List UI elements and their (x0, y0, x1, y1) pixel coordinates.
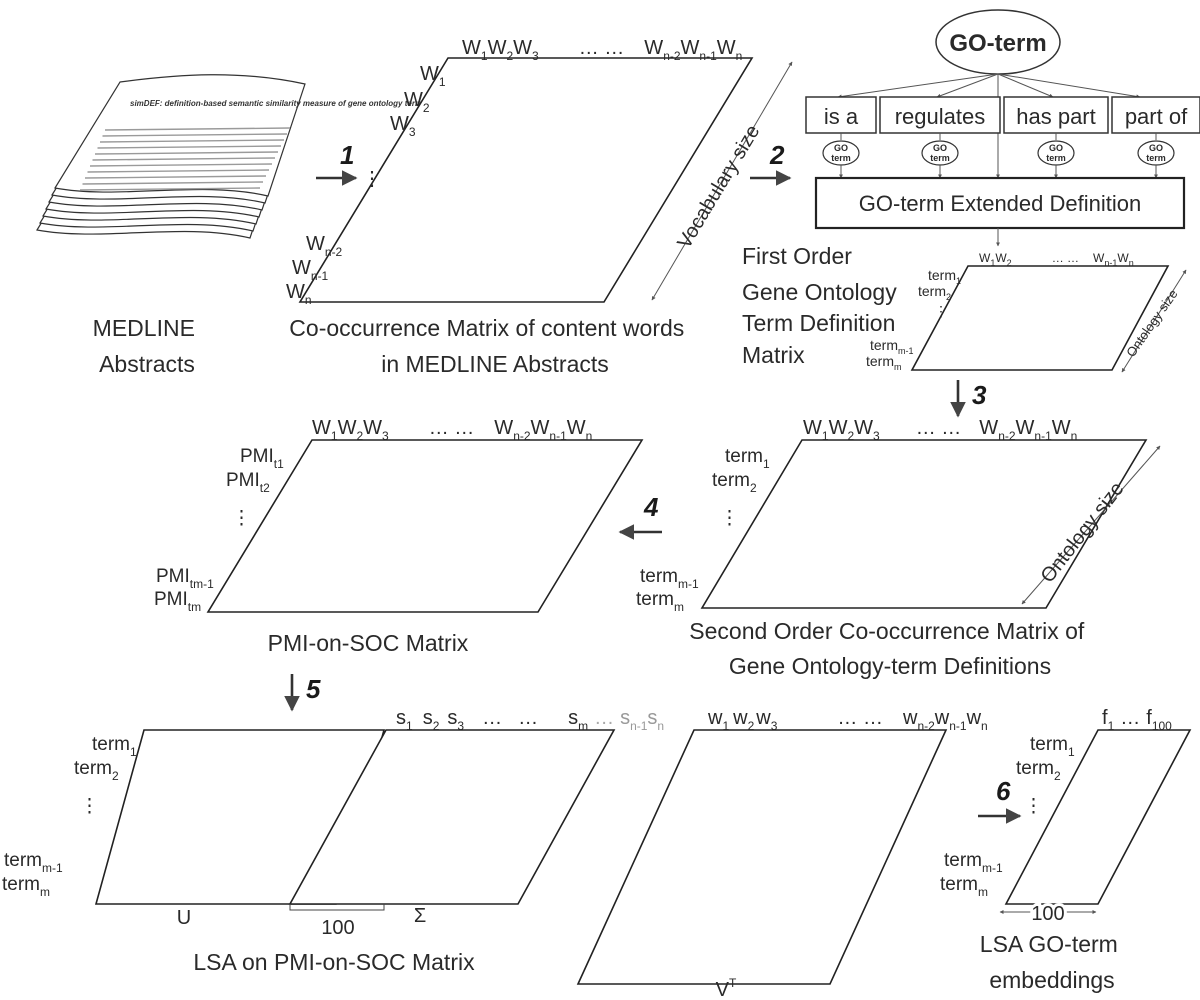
pmi-column-header: W1W2W3… … Wn-2Wn-1Wn (312, 417, 592, 443)
svg-text:1: 1 (340, 140, 354, 170)
matrix-border (288, 729, 616, 905)
cooc-row-labels: W1 W2 W3 ⋮ Wn-2 Wn-1 Wn (286, 63, 451, 307)
sigma-100-bracket (289, 904, 385, 911)
relation-label: has part (1016, 104, 1096, 129)
paper-text-line (104, 127, 291, 131)
extended-definition-box (814, 176, 1186, 230)
relation-box (805, 96, 877, 134)
extended-definition-label: GO-term Extended Definition (859, 191, 1141, 216)
relation-label: regulates (895, 104, 986, 129)
embedding-column-header: f1… f100 (1102, 707, 1172, 733)
pmi-caption: PMI-on-SOC Matrix (268, 630, 469, 656)
paper-title: simDEF: definition-based semantic simila… (130, 99, 587, 108)
svg-text:2: 2 (769, 140, 785, 170)
u-matrix (94, 729, 386, 905)
go-term-small-label: GO (1049, 143, 1063, 153)
step-1-arrow: 1 (316, 140, 358, 186)
svg-text:3: 3 (972, 380, 987, 410)
svg-text:5: 5 (306, 674, 321, 704)
go-term-small-label: GO (1149, 143, 1163, 153)
paper-text-line (89, 163, 273, 167)
svg-text:4: 4 (643, 492, 659, 522)
svg-text:6: 6 (996, 776, 1011, 806)
pmi-row-labels: PMIt1 PMIt2 ⋮ PMItm-1 PMItm (154, 446, 289, 614)
go-term-small-label: term (831, 153, 851, 163)
relation-box (1003, 96, 1109, 134)
matrix-border (206, 439, 644, 613)
paper-text-line (84, 175, 267, 179)
relation-label: is a (824, 104, 859, 129)
paper-text-line (79, 187, 261, 191)
sigma-100-label: 100 (321, 917, 354, 939)
embedding-row-labels: term1 term2 ⋮ termm-1 termm (940, 734, 1080, 899)
step-6-arrow: 6 (978, 776, 1022, 824)
soc-ontology-size-arrow (1021, 445, 1161, 605)
go-term-small-label: term (1046, 153, 1066, 163)
fo-row-labels: term1 term2 ⋮ termm-1 termm (866, 267, 965, 372)
go-term-small-label: term (1146, 153, 1166, 163)
step-2-arrow: 2 (750, 140, 792, 186)
lsa-caption: LSA on PMI-on-SOC Matrix (193, 949, 475, 975)
matrix-border (910, 265, 1170, 371)
sigma-label: Σ (414, 905, 426, 927)
paper-text-line (92, 157, 276, 161)
embedding-caption: LSA GO-term embeddings (980, 931, 1124, 993)
vocab-size-arrow (651, 61, 793, 301)
soc-column-header: W1W2W3… … Wn-2Wn-1Wn (803, 417, 1077, 443)
soc-caption: Second Order Co-occurrence Matrix of Gen… (689, 618, 1090, 679)
relation-label: part of (1125, 104, 1188, 129)
pmi-matrix (206, 439, 644, 613)
soc-row-labels: term1 term2 ⋮ termm-1 termm (636, 446, 775, 614)
u-label: U (177, 907, 191, 929)
paper-text-line (102, 133, 288, 137)
go-term-small-label: term (930, 153, 950, 163)
paper-text-line (99, 139, 285, 143)
step-4-arrow: 4 (618, 492, 662, 540)
relation-box (1111, 96, 1200, 134)
embedding-matrix (1004, 729, 1192, 905)
medline-caption: MEDLINE Abstracts (93, 315, 202, 377)
fo-ontology-size-arrow (1121, 269, 1187, 373)
cooc-caption: Co-occurrence Matrix of content words in… (289, 315, 690, 377)
cooccurrence-matrix (298, 57, 754, 303)
u-row-labels: term1 term2 ⋮ termm-1 termm (2, 734, 142, 899)
vt-label: VT (716, 976, 737, 1000)
medline-paper-stack (36, 74, 306, 239)
first-order-matrix (910, 265, 1170, 371)
cooc-column-header: W1W2W3… … Wn-2Wn-1Wn (462, 37, 742, 63)
step-3-arrow: 3 (950, 380, 987, 418)
sigma-matrix (288, 729, 616, 905)
matrix-border (1004, 729, 1192, 905)
go-term-label: GO-term (949, 30, 1046, 57)
paper-text-line (97, 145, 282, 149)
relation-box (879, 96, 1001, 134)
first-order-caption: First Order Gene Ontology Term Definitio… (742, 243, 903, 368)
matrix-border (576, 729, 948, 985)
step-5-arrow: 5 (284, 674, 321, 712)
paper-text-line (94, 151, 279, 155)
go-term-small-label: GO (834, 143, 848, 153)
paper-text-line (82, 181, 264, 185)
paper-text-line (87, 169, 270, 173)
vt-column-header: w1 w2 w3… … wn-2wn-1wn (707, 707, 988, 733)
embedding-100-label: 100 (1031, 903, 1064, 925)
go-term-small-label: GO (933, 143, 947, 153)
vt-matrix (576, 729, 948, 985)
matrix-border (298, 57, 754, 303)
sigma-column-header: s1 s2 s3…… sm… sn-1sn (396, 707, 664, 733)
